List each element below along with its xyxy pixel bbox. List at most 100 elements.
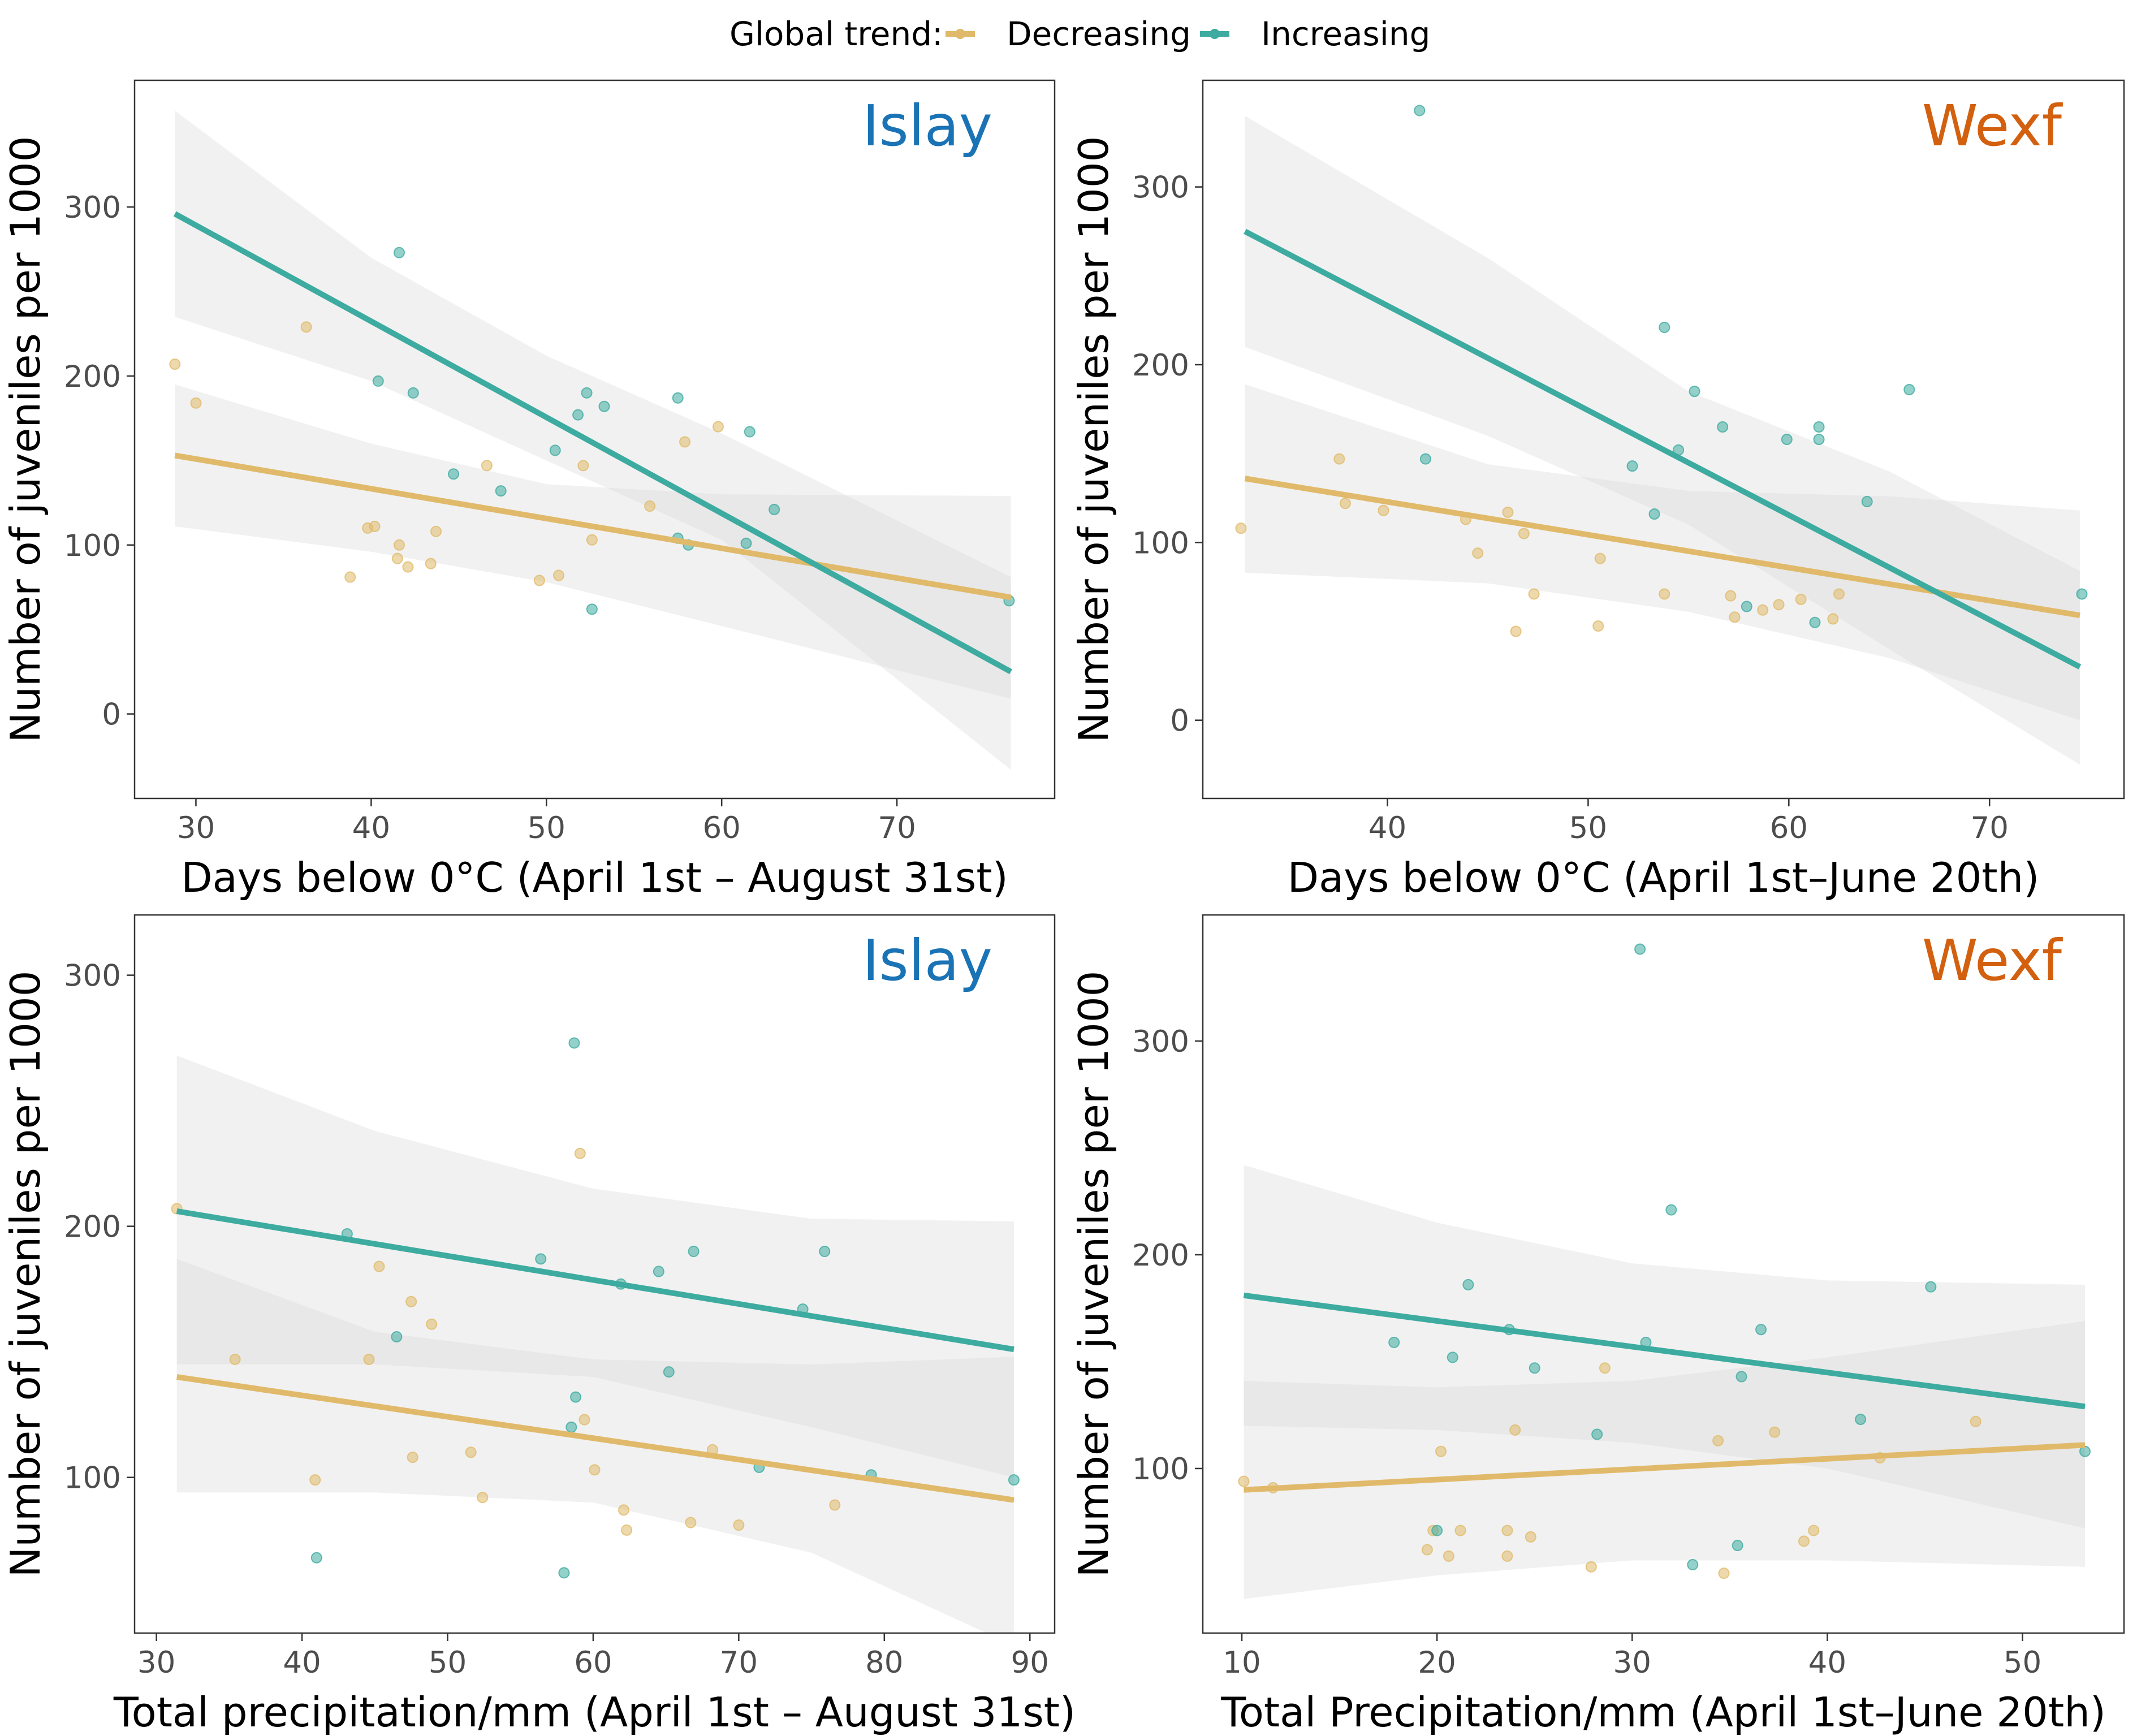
data-point-decreasing [574, 1147, 586, 1159]
site-label: Islay [862, 927, 992, 994]
legend-label-increasing: Increasing [1261, 15, 1430, 53]
data-point-increasing [495, 485, 507, 497]
data-point-increasing [1689, 386, 1700, 398]
data-point-decreasing [481, 460, 493, 472]
y-tick-label: 0 [1170, 704, 1189, 739]
plot-area [171, 1037, 1020, 1633]
panel-border [133, 914, 1056, 1634]
data-point-decreasing [373, 1260, 385, 1272]
data-point-increasing [1431, 1525, 1443, 1536]
y-tick-label: 200 [64, 1210, 121, 1245]
data-point-increasing [535, 1253, 547, 1265]
trend-line-increasing [173, 211, 1012, 675]
legend-title: Global trend: [729, 15, 943, 53]
data-point-increasing [1462, 1279, 1474, 1290]
data-point-decreasing [1798, 1535, 1810, 1547]
y-tick-label: 200 [1132, 348, 1189, 383]
data-point-decreasing [1443, 1550, 1454, 1562]
trend-line-increasing [1244, 228, 2082, 670]
data-point-decreasing [1510, 625, 1522, 637]
data-point-increasing [672, 392, 684, 404]
y-tick-label: 100 [1132, 1452, 1189, 1487]
confidence-band-increasing [1245, 115, 2080, 765]
x-tick-label: 70 [878, 811, 916, 845]
data-point-decreasing [309, 1474, 321, 1486]
data-point-decreasing [578, 1414, 590, 1426]
site-label: Islay [862, 93, 992, 159]
data-point-increasing [2076, 588, 2088, 600]
data-point-decreasing [344, 571, 356, 583]
data-point-decreasing [685, 1517, 697, 1528]
data-point-increasing [1388, 1336, 1400, 1348]
data-point-decreasing [407, 1452, 418, 1463]
data-point-decreasing [391, 552, 403, 564]
panel-3: 30 40 50 60 70 80 90 100 200 300 Total precipitati… [2, 914, 1076, 1736]
data-point-decreasing [1659, 588, 1670, 600]
y-tick-label: 300 [64, 959, 121, 994]
data-point-increasing [565, 1421, 577, 1433]
data-point-decreasing [733, 1519, 745, 1531]
data-point-increasing [769, 504, 780, 516]
data-point-decreasing [621, 1524, 633, 1536]
confidence-band-increasing [1244, 1165, 2085, 1528]
data-point-decreasing [477, 1492, 489, 1504]
x-tick-label: 50 [528, 811, 565, 845]
data-point-decreasing [1827, 613, 1839, 625]
data-point-increasing [1755, 1324, 1767, 1336]
data-point-decreasing [1435, 1445, 1447, 1457]
data-point-increasing [1591, 1428, 1603, 1440]
x-tick-label: 60 [574, 1646, 612, 1680]
panel-1: 30 40 50 60 70 0 100 200 300 Days below 0°C (Apri… [2, 79, 1056, 901]
panel-2: 40 50 60 70 0 100 200 300 Days below 0°C (April … [1070, 79, 2125, 901]
legend-key-decreasing-point [955, 29, 965, 39]
data-point-increasing [558, 1567, 570, 1579]
data-point-decreasing [1585, 1561, 1597, 1573]
data-point-decreasing [363, 1353, 375, 1365]
data-point-increasing [1741, 601, 1752, 612]
data-point-decreasing [1795, 593, 1807, 605]
data-point-decreasing [1501, 1550, 1513, 1562]
data-point-decreasing [1599, 1362, 1611, 1374]
data-point-increasing [1781, 434, 1793, 445]
data-point-increasing [598, 400, 610, 412]
y-axis-title: Number of juveniles per 1000 [2, 136, 49, 742]
x-axis-title: Days below 0°C (April 1st–June 20th) [1288, 854, 2040, 901]
y-tick-label: 300 [1132, 1025, 1189, 1059]
y-tick-label: 100 [64, 529, 121, 563]
data-point-increasing [1717, 421, 1729, 433]
confidence-band-decreasing [176, 1259, 1014, 1633]
x-tick-label: 30 [137, 1646, 175, 1680]
x-axis-title: Total precipitation/mm (April 1st – Augu… [113, 1689, 1076, 1736]
data-point-increasing [572, 409, 584, 421]
data-point-decreasing [644, 500, 656, 512]
x-tick-label: 90 [1011, 1646, 1049, 1680]
data-point-decreasing [393, 539, 405, 551]
trend-line-increasing [1243, 1292, 2086, 1410]
data-point-decreasing [712, 421, 724, 433]
data-point-decreasing [533, 575, 545, 586]
legend: Global trend: Decreasing Increasing [729, 15, 1430, 53]
data-point-increasing [744, 426, 755, 438]
data-point-increasing [407, 387, 419, 399]
x-tick-label: 50 [1569, 811, 1607, 845]
legend-key-increasing-point [1210, 29, 1220, 39]
x-tick-label: 70 [1970, 811, 2008, 845]
plot-area [1238, 943, 2091, 1599]
data-point-increasing [1634, 943, 1646, 955]
legend-label-decreasing: Decreasing [1007, 15, 1191, 53]
y-axis-title: Number of juveniles per 1000 [1070, 970, 1117, 1577]
data-point-decreasing [1718, 1567, 1730, 1579]
y-tick-label: 200 [1132, 1238, 1189, 1273]
data-point-decreasing [577, 460, 589, 472]
data-point-decreasing [1592, 620, 1604, 632]
data-point-decreasing [402, 561, 414, 573]
data-point-decreasing [405, 1295, 417, 1307]
panel-background [1203, 915, 2124, 1633]
x-tick-label: 10 [1223, 1646, 1260, 1680]
data-point-decreasing [586, 534, 598, 546]
data-point-decreasing [465, 1446, 477, 1458]
data-point-decreasing [1472, 547, 1484, 559]
data-point-increasing [1447, 1351, 1458, 1363]
